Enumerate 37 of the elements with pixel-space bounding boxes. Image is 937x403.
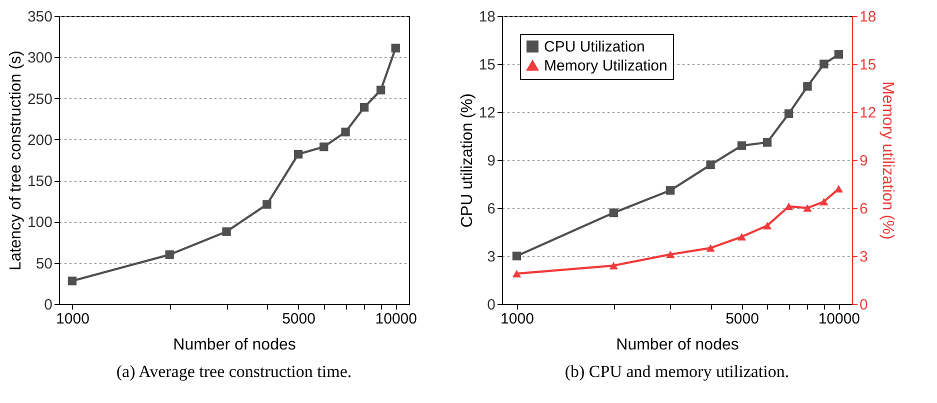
y-tick-label: 0 [487, 296, 496, 314]
x-tick-label: 1000 [56, 310, 90, 328]
x-tick-label: 10000 [818, 310, 860, 328]
y-tick-label: 3 [487, 248, 496, 266]
text: (b) CPU and memory utilization. [564, 362, 790, 381]
x-tick-label: 5000 [726, 310, 759, 328]
y-tick-label: 50 [36, 255, 52, 272]
y-tick-label: 150 [27, 173, 52, 190]
x-tick-label: 1000 [500, 310, 534, 328]
y-tick-label: 15 [478, 56, 496, 74]
text: (a) Average tree construction time. [116, 362, 352, 381]
y-axis-title: Latency of tree construction (s) [7, 50, 24, 270]
y-tick-label: 0 [44, 296, 52, 314]
y2-tick-label: 9 [860, 152, 868, 170]
y-tick-label: 350 [27, 8, 52, 26]
y-tick-label: 6 [487, 200, 496, 218]
y-tick-label: 200 [27, 132, 52, 149]
y2-tick-label: 3 [860, 248, 868, 266]
y-tick-label: 12 [478, 104, 496, 122]
y2-tick-label: 15 [860, 56, 876, 74]
y2-tick-label: 12 [860, 104, 876, 122]
x-tick-label: 5000 [282, 310, 316, 328]
y-tick-label: 9 [487, 152, 496, 170]
x-axis-title: Number of nodes [616, 336, 739, 354]
y-tick-label: 250 [27, 90, 52, 108]
y-tick-label: 18 [478, 8, 496, 26]
legend-label: CPU Utilization [544, 38, 645, 56]
y-axis-title: CPU utilization (%) [458, 93, 476, 228]
x-axis-title: Number of nodes [173, 336, 296, 354]
x-tick-label: 10000 [375, 310, 417, 328]
y2-tick-label: 18 [860, 8, 876, 26]
legend-label: Memory Utilization [544, 58, 668, 74]
y2-tick-label: 6 [860, 200, 868, 218]
y-tick-label: 300 [27, 50, 52, 67]
y2-axis-title: Memory utilization (%) [879, 81, 896, 240]
y-tick-label: 100 [27, 214, 52, 232]
y2-tick-label: 0 [860, 296, 868, 314]
